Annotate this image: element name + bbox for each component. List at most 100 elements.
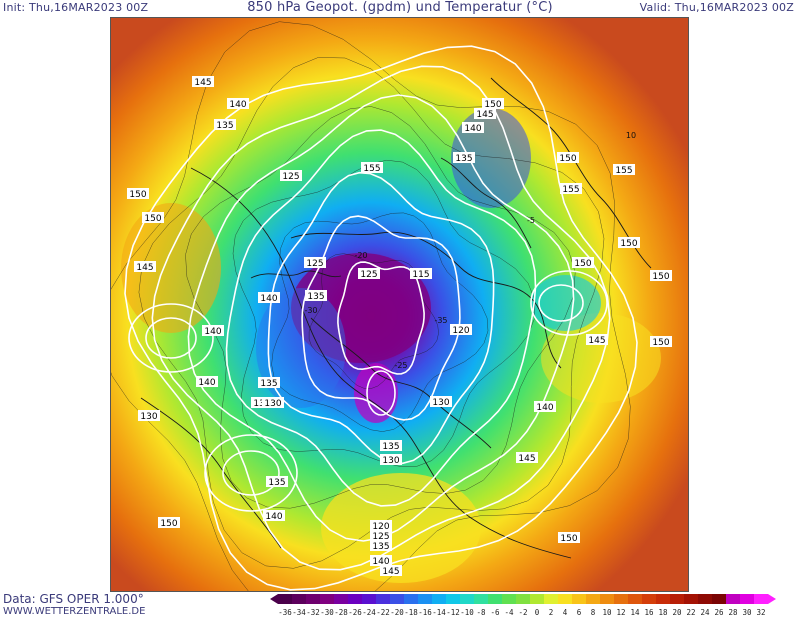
contour-label-text: 145 [518, 454, 535, 464]
website-link[interactable]: WWW.WETTERZENTRALE.DE [3, 606, 146, 617]
contour-label-text: 120 [372, 522, 389, 532]
contour-label: 150 [618, 237, 640, 249]
contour-label: 120 [450, 324, 472, 336]
contour-label: 135 [453, 152, 475, 164]
colorbar-swatch [306, 594, 320, 604]
contour-label-text: 150 [484, 100, 501, 110]
colorbar-tick-label: -30 [320, 608, 334, 617]
colorbar-swatch [362, 594, 376, 604]
colorbar-swatch [348, 594, 362, 604]
contour-label-text: 135 [216, 121, 233, 131]
contour-label-text: 145 [382, 567, 399, 577]
contour-label-text: 155 [615, 166, 632, 176]
contour-label-text: 150 [144, 214, 161, 224]
init-time: Init: Thu,16MAR2023 00Z [3, 1, 149, 14]
height-contour-130 [225, 129, 537, 507]
contour-label: 145 [586, 334, 608, 346]
colorbar-tick-label: 2 [549, 608, 554, 617]
isotherm-label: 10 [626, 131, 636, 140]
colorbar-swatch [642, 594, 656, 604]
isotherm-line [232, 159, 536, 467]
contour-label: 135 [380, 440, 402, 452]
contour-label: 150 [650, 270, 672, 282]
colorbar-tick-label: 8 [591, 608, 596, 617]
weather-map[interactable]: 1451401351251501501451401401351401351301… [110, 17, 689, 592]
colorbar-tick-label: -20 [390, 608, 404, 617]
contour-label-text: 125 [372, 532, 389, 542]
closed-low-ring [538, 284, 584, 322]
contour-label: 130 [262, 397, 284, 409]
colorbar-tick-label: -36 [278, 608, 292, 617]
contour-label: 150 [650, 336, 672, 348]
colorbar-swatch [334, 594, 348, 604]
contour-label-text: 140 [536, 403, 553, 413]
contour-label-text: 125 [282, 172, 299, 182]
colorbar-swatch [712, 594, 726, 604]
contour-label: 150 [482, 98, 504, 110]
colorbar-tick-label: -18 [404, 608, 418, 617]
colorbar-tick-label: 20 [672, 608, 682, 617]
contour-label: 140 [196, 376, 218, 388]
cold-core-main [291, 253, 431, 363]
colorbar-tick-label: 0 [535, 608, 540, 617]
contour-label-text: 130 [382, 456, 399, 466]
colorbar-arrow-right [768, 594, 776, 604]
isotherm-line [271, 212, 489, 432]
colorbar-tick-label: -12 [446, 608, 460, 617]
contour-label: 135 [266, 476, 288, 488]
colorbar-swatch [516, 594, 530, 604]
contour-label-text: 130 [140, 412, 157, 422]
contour-label-text: 140 [265, 512, 282, 522]
colorbar-swatch [656, 594, 670, 604]
contour-label-text: 150 [129, 190, 146, 200]
contour-label: 145 [474, 108, 496, 120]
weather-map-canvas: 1451401351251501501451401401351401351301… [111, 18, 688, 591]
colorbar-tick-label: 4 [563, 608, 568, 617]
colorbar-tick-label: -6 [490, 608, 500, 617]
colorbar-swatch [474, 594, 488, 604]
contour-label-text: 135 [268, 478, 285, 488]
contour-label-text: 140 [198, 378, 215, 388]
contour-label: 125 [280, 170, 302, 182]
contour-label: 135 [258, 377, 280, 389]
contour-label: 125 [304, 257, 326, 269]
contour-label: 155 [361, 162, 383, 174]
contour-label-text: 125 [360, 270, 377, 280]
contour-label-text: 145 [588, 336, 605, 346]
colorbar-swatch [488, 594, 502, 604]
colorbar-tick-label: -32 [306, 608, 320, 617]
contour-label-text: 150 [620, 239, 637, 249]
contour-label-text: 150 [560, 534, 577, 544]
temperature-colorbar: -36 -34 -32 -30 -28 -26 -24 -22 -20 -18 -16 -14 -12-… [270, 594, 776, 617]
colorbar-tick-label: -24 [362, 608, 376, 617]
colorbar-swatch [754, 594, 768, 604]
height-contour-115 [337, 261, 425, 375]
isotherm-labels: -20 -25 -30 -35 -5 10 [304, 131, 636, 370]
contour-label-text: 145 [476, 110, 493, 120]
contour-label-text: 150 [652, 272, 669, 282]
height-contour-125 [267, 171, 495, 465]
contour-label: 125 [358, 268, 380, 280]
contour-label-text: 135 [260, 379, 277, 389]
colorbar-tick-label: 28 [728, 608, 738, 617]
colorbar-swatch [390, 594, 404, 604]
colorbar-tick-label: -2 [518, 608, 527, 617]
colorbar-swatch [502, 594, 516, 604]
contour-label-text: 155 [562, 185, 579, 195]
contour-label-text: 135 [307, 292, 324, 302]
contour-label-text: 135 [372, 542, 389, 552]
contour-label-text: 115 [412, 270, 429, 280]
contour-label: 140 [370, 555, 392, 567]
colorbar-swatch [628, 594, 642, 604]
contour-label: 140 [462, 122, 484, 134]
colorbar-tick-label: 6 [577, 608, 582, 617]
colorbar-tick-label: -10 [460, 608, 474, 617]
contour-label-text: 130 [264, 399, 281, 409]
isotherm-label: -25 [394, 361, 407, 370]
isotherm-label: -5 [527, 216, 535, 225]
contour-label-text: 135 [382, 442, 399, 452]
contour-label-text: 145 [194, 78, 211, 88]
chart-title: 850 hPa Geopot. (gpdm) und Temperatur (°… [247, 0, 553, 15]
contour-labels: 1451401351251501501451401401351401351301… [127, 76, 672, 577]
contour-label: 140 [258, 292, 280, 304]
